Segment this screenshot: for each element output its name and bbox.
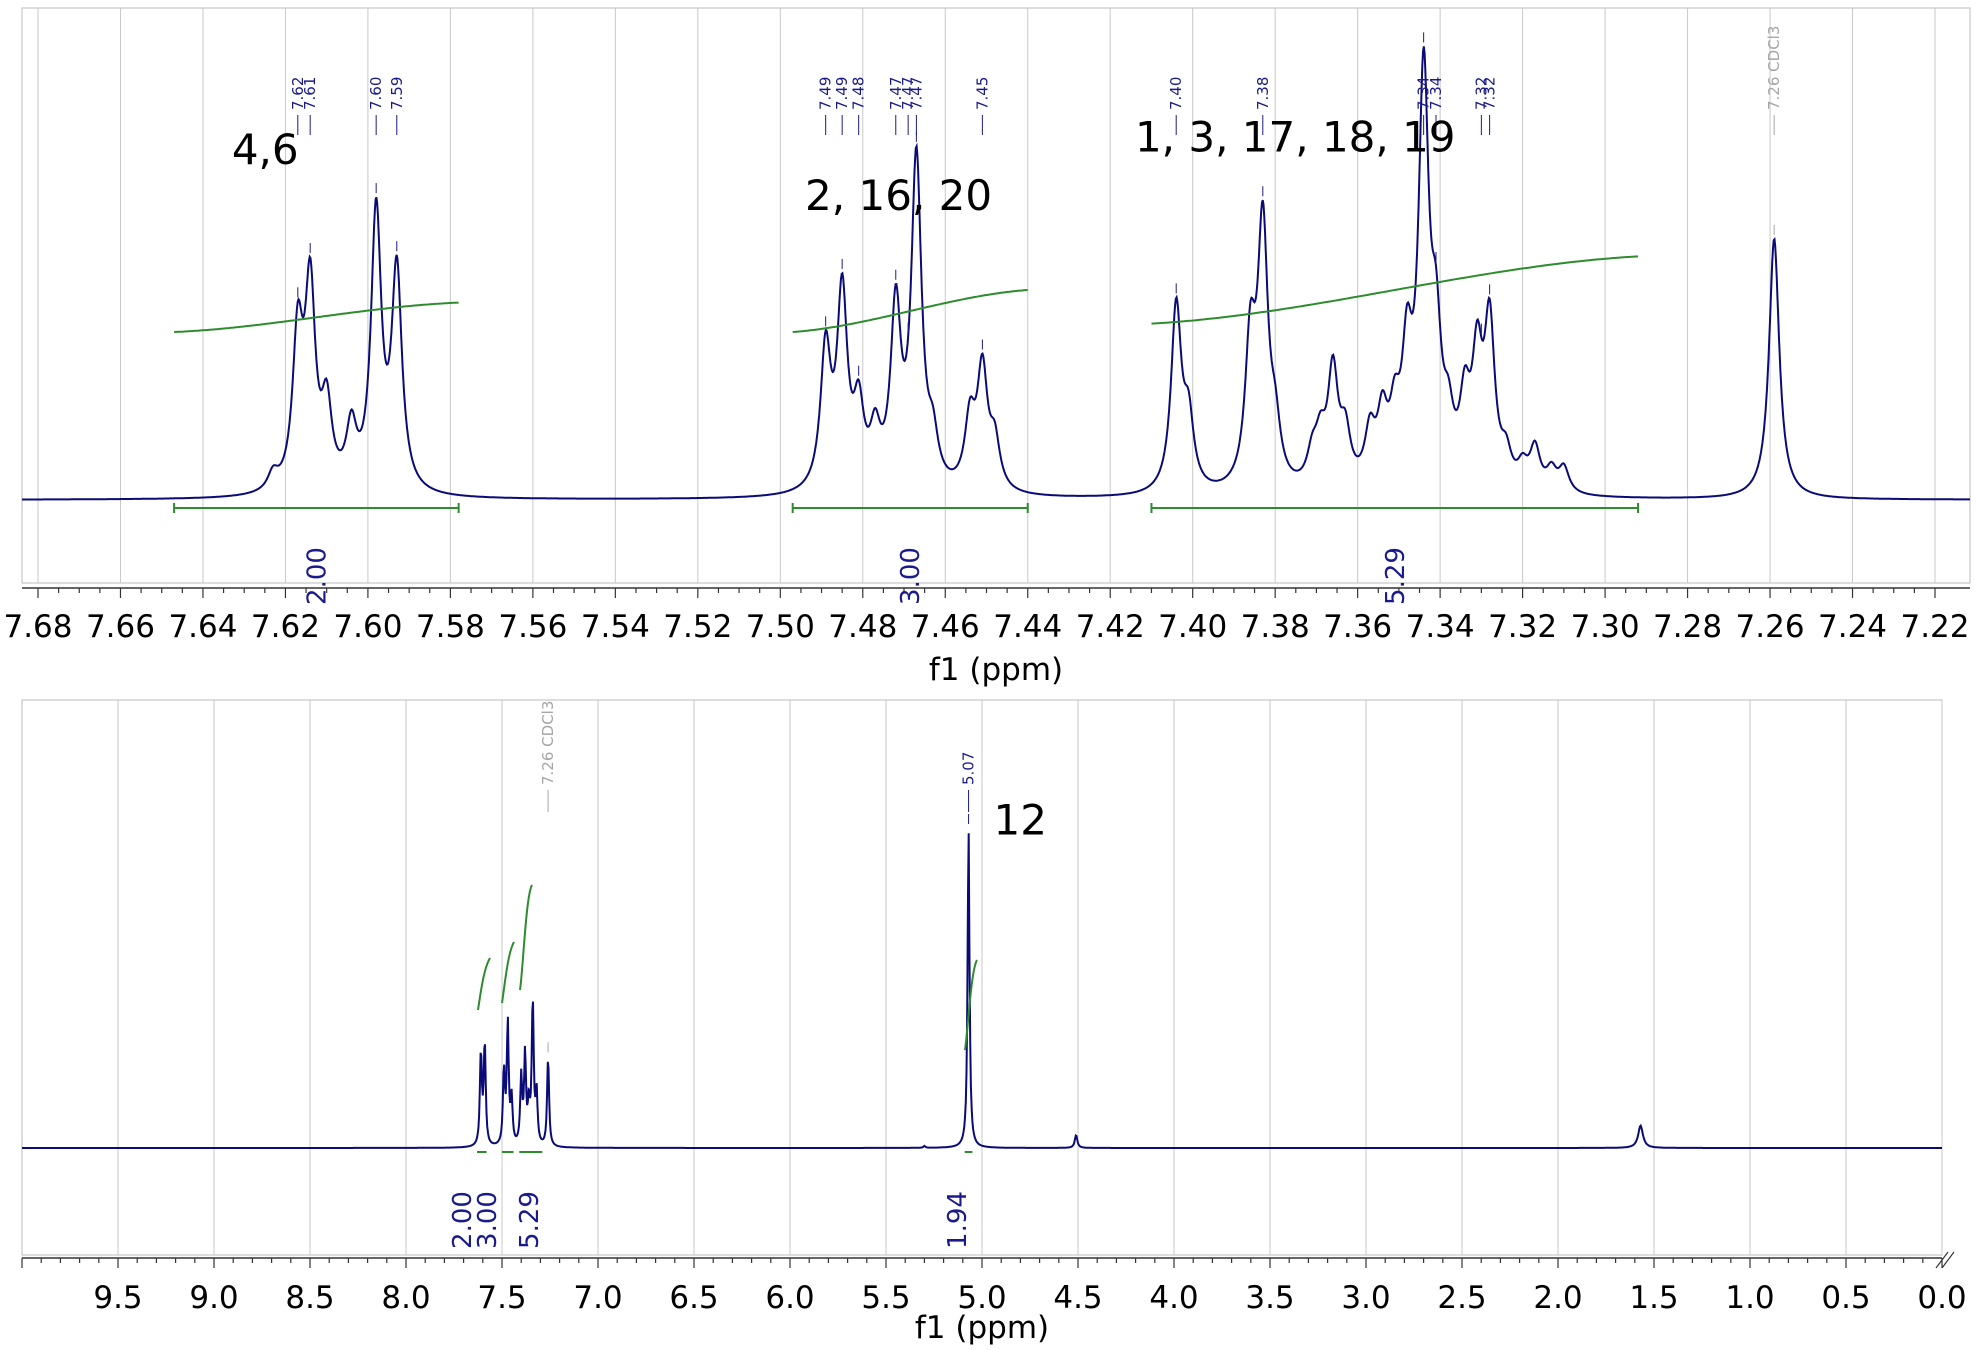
- x-tick-label: 6.0: [765, 1280, 814, 1316]
- integral-curve: [520, 885, 532, 990]
- assignment-label: 2, 16, 20: [805, 171, 992, 220]
- x-tick-label: 3.0: [1341, 1280, 1390, 1316]
- x-tick-label: 2.0: [1533, 1280, 1582, 1316]
- x-axis-title: f1 (ppm): [915, 1310, 1049, 1346]
- integral-value: 5.29: [1381, 547, 1411, 605]
- x-tick-label: 7.30: [1571, 609, 1640, 645]
- x-tick-label: 0.0: [1917, 1280, 1966, 1316]
- peak-label: 7.38: [1254, 77, 1272, 110]
- peak-label: 7.61: [301, 77, 319, 110]
- x-tick-label: 9.0: [189, 1280, 238, 1316]
- integral-value: 2.00: [302, 547, 332, 605]
- spectrum-trace: [22, 46, 1970, 499]
- integral-value: 1.94: [943, 1191, 973, 1249]
- peak-label: 7.47: [907, 77, 925, 110]
- x-tick-label: 7.28: [1653, 609, 1722, 645]
- x-tick-label: 7.56: [498, 609, 567, 645]
- x-tick-label: 8.5: [285, 1280, 334, 1316]
- x-tick-label: 7.50: [746, 609, 815, 645]
- integral-curve: [1152, 256, 1639, 323]
- x-tick-label: 3.5: [1245, 1280, 1294, 1316]
- peak-label: 7.40: [1167, 77, 1185, 110]
- x-tick-label: 7.62: [251, 609, 320, 645]
- x-tick-label: 6.5: [669, 1280, 718, 1316]
- x-tick-label: 7.46: [911, 609, 980, 645]
- x-tick-label: 7.0: [573, 1280, 622, 1316]
- x-tick-label: 7.64: [168, 609, 237, 645]
- x-tick-label: 7.5: [477, 1280, 526, 1316]
- assignment-label: 4,6: [232, 125, 299, 174]
- x-tick-label: 7.22: [1900, 609, 1969, 645]
- peak-label: 7.60: [367, 77, 385, 110]
- peak-label: 7.32: [1481, 77, 1499, 110]
- x-tick-label: 7.52: [663, 609, 732, 645]
- x-tick-label: 7.44: [993, 609, 1062, 645]
- x-tick-label: 7.40: [1158, 609, 1227, 645]
- peak-label: 7.49: [833, 77, 851, 110]
- integral-curve: [478, 958, 490, 1010]
- full-spectrum-panel: 9.5 9.0 8.5 8.0 7.5 7.0 6.5 6.0 5.5 5.0 4.5 4.0 3.5 3…: [22, 700, 1967, 1346]
- x-tick-label: 5.5: [861, 1280, 910, 1316]
- solvent-peak-label: 7.26 CDCl3: [1765, 26, 1783, 110]
- integral-value: 3.00: [473, 1191, 503, 1249]
- peak-label: 7.48: [850, 77, 868, 110]
- x-tick-label: 7.34: [1406, 609, 1475, 645]
- solvent-peak-label: 7.26 CDCl3: [539, 701, 557, 785]
- x-tick-label: 7.58: [416, 609, 485, 645]
- x-tick-label: 1.0: [1725, 1280, 1774, 1316]
- peak-label: 7.34: [1427, 77, 1445, 110]
- assignment-label: 12: [994, 795, 1047, 844]
- integral-value: 5.29: [515, 1191, 545, 1249]
- peak-label: 7.49: [817, 77, 835, 110]
- integral-value: 3.00: [896, 547, 926, 605]
- assignment-label: 1, 3, 17, 18, 19: [1135, 112, 1456, 161]
- integral-curve: [502, 942, 514, 1003]
- x-tick-label: 7.66: [86, 609, 155, 645]
- expanded-aromatic-panel: 7.68 7.66 7.64 7.62 7.60 7.58 7.56 7.54 7.52 7.50…: [3, 8, 1970, 688]
- x-tick-label: 2.5: [1437, 1280, 1486, 1316]
- x-tick-label: 7.48: [828, 609, 897, 645]
- x-tick-label: 7.26: [1736, 609, 1805, 645]
- x-axis-title: f1 (ppm): [929, 652, 1063, 688]
- x-tick-label: 4.5: [1053, 1280, 1102, 1316]
- integral-curve: [174, 303, 459, 332]
- x-tick-label: 7.38: [1241, 609, 1310, 645]
- x-tick-label: 9.5: [93, 1280, 142, 1316]
- x-tick-label: 8.0: [381, 1280, 430, 1316]
- x-tick-label: 1.5: [1629, 1280, 1678, 1316]
- x-tick-label: 7.24: [1818, 609, 1887, 645]
- x-tick-label: 7.36: [1323, 609, 1392, 645]
- x-tick-label: 7.60: [333, 609, 402, 645]
- x-tick-label: 0.5: [1821, 1280, 1870, 1316]
- peak-label: 5.07: [960, 752, 978, 785]
- x-tick-label: 4.0: [1149, 1280, 1198, 1316]
- x-tick-label: 7.54: [581, 609, 650, 645]
- x-tick-label: 7.68: [3, 609, 72, 645]
- x-tick-label: 7.32: [1488, 609, 1557, 645]
- x-tick-label: 7.42: [1076, 609, 1145, 645]
- axis-break-mark: [1942, 1252, 1954, 1268]
- peak-label: 7.45: [973, 77, 991, 110]
- peak-label: 7.59: [388, 77, 406, 110]
